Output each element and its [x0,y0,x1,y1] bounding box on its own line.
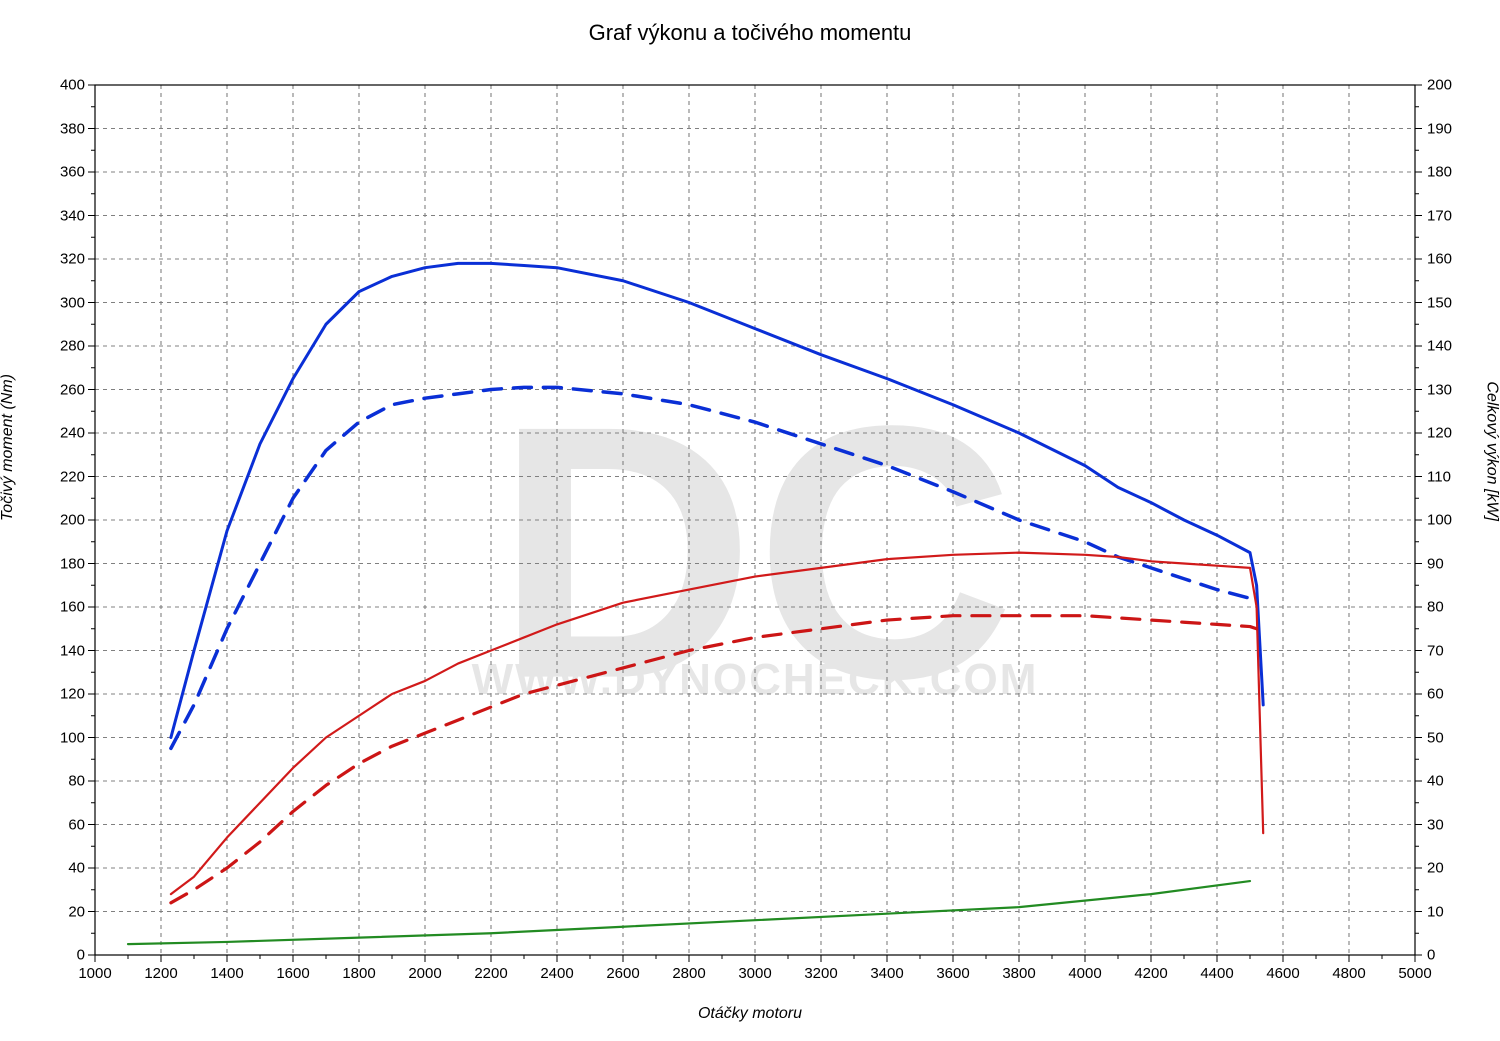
tick-label: 2400 [527,965,587,982]
tick-label: 360 [40,164,85,181]
tick-label: 240 [40,425,85,442]
tick-label: 300 [40,294,85,311]
tick-label: 4800 [1319,965,1379,982]
tick-label: 2000 [395,965,455,982]
tick-label: 3200 [791,965,851,982]
tick-label: 30 [1427,816,1472,833]
tick-label: 150 [1427,294,1472,311]
tick-label: 180 [40,555,85,572]
tick-label: 280 [40,338,85,355]
tick-label: 2200 [461,965,521,982]
tick-label: 0 [40,947,85,964]
tick-label: 1200 [131,965,191,982]
tick-label: 80 [40,773,85,790]
tick-label: 120 [1427,425,1472,442]
chart-container: Graf výkonu a točivého momentu Točivý mo… [0,0,1500,1041]
tick-label: 3400 [857,965,917,982]
tick-label: 190 [1427,120,1472,137]
tick-label: 1000 [65,965,125,982]
tick-label: 140 [1427,338,1472,355]
tick-label: 2800 [659,965,719,982]
tick-label: 4000 [1055,965,1115,982]
tick-label: 2600 [593,965,653,982]
tick-label: 120 [40,686,85,703]
tick-label: 20 [1427,860,1472,877]
tick-label: 4600 [1253,965,1313,982]
tick-label: 3600 [923,965,983,982]
tick-label: 340 [40,207,85,224]
tick-label: 260 [40,381,85,398]
tick-label: 80 [1427,599,1472,616]
tick-label: 20 [40,903,85,920]
tick-label: 4200 [1121,965,1181,982]
tick-label: 160 [40,599,85,616]
tick-label: 160 [1427,251,1472,268]
tick-label: 100 [40,729,85,746]
tick-label: 1600 [263,965,323,982]
tick-label: 40 [1427,773,1472,790]
tick-label: 3800 [989,965,1049,982]
tick-label: 1400 [197,965,257,982]
tick-label: 140 [40,642,85,659]
tick-label: 200 [40,512,85,529]
tick-label: 0 [1427,947,1472,964]
tick-label: 10 [1427,903,1472,920]
tick-label: 400 [40,77,85,94]
tick-label: 50 [1427,729,1472,746]
tick-label: 60 [1427,686,1472,703]
chart-plot: DCWWW.DYNOCHECK.COM [0,0,1500,1041]
tick-label: 90 [1427,555,1472,572]
tick-label: 4400 [1187,965,1247,982]
tick-label: 5000 [1385,965,1445,982]
tick-label: 70 [1427,642,1472,659]
tick-label: 110 [1427,468,1472,485]
tick-label: 130 [1427,381,1472,398]
tick-label: 60 [40,816,85,833]
tick-label: 220 [40,468,85,485]
tick-label: 180 [1427,164,1472,181]
tick-label: 170 [1427,207,1472,224]
tick-label: 380 [40,120,85,137]
tick-label: 320 [40,251,85,268]
tick-label: 3000 [725,965,785,982]
tick-label: 40 [40,860,85,877]
tick-label: 100 [1427,512,1472,529]
tick-label: 200 [1427,77,1472,94]
tick-label: 1800 [329,965,389,982]
